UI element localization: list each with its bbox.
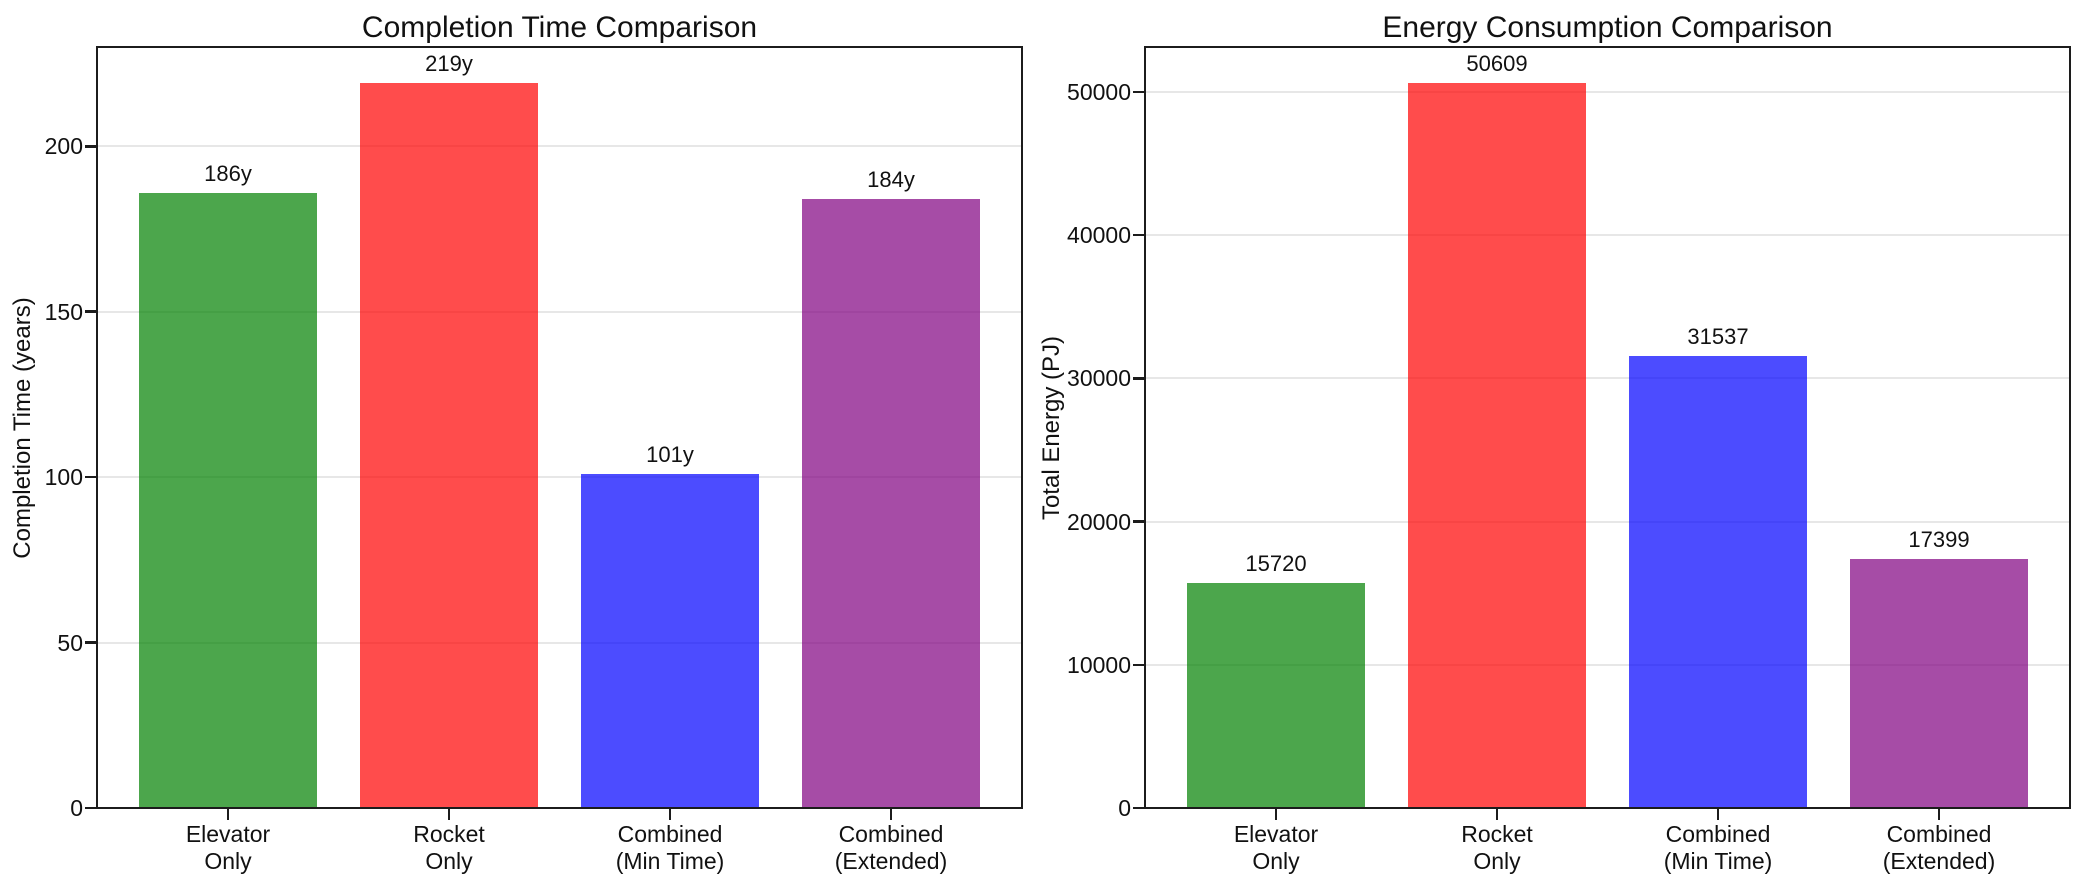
bar-rocket-only <box>1408 83 1586 808</box>
chart-title: Energy Consumption Comparison <box>1382 11 1833 44</box>
bar-value-label: 15720 <box>1245 550 1307 576</box>
bar-combined-extended- <box>1850 558 2028 808</box>
y-tick-label: 30000 <box>1067 365 1131 392</box>
y-axis-title: Completion Time (years) <box>9 296 36 559</box>
x-tick-mark <box>1937 809 1941 821</box>
y-tick-label: 50 <box>57 629 83 656</box>
y-tick-label: 150 <box>44 298 83 325</box>
x-tick-mark <box>668 809 672 821</box>
bar-value-label: 101y <box>646 441 694 467</box>
gridline <box>97 310 1022 313</box>
x-tick-label: Elevator Only <box>1233 821 1319 874</box>
chart-title: Completion Time Comparison <box>361 11 758 44</box>
gridline <box>97 476 1022 479</box>
bar-value-label: 50609 <box>1466 51 1528 77</box>
y-tick-mark <box>1132 663 1144 667</box>
y-tick-mark <box>1132 90 1144 94</box>
plot-frame <box>1143 45 2072 810</box>
y-tick-label: 0 <box>1118 795 1131 821</box>
y-tick-label: 0 <box>70 795 83 821</box>
bar-combined-extended- <box>802 199 980 808</box>
y-tick-mark <box>1132 233 1144 237</box>
y-axis-title: Total Energy (PJ) <box>1038 335 1065 520</box>
x-tick-mark <box>1716 809 1720 821</box>
y-tick-mark <box>1132 806 1144 810</box>
gridline <box>1145 90 2070 93</box>
x-tick-label: Combined (Min Time) <box>615 821 725 874</box>
y-tick-label: 40000 <box>1067 222 1131 249</box>
x-tick-label: Rocket Only <box>413 821 485 874</box>
gridline <box>1145 377 2070 380</box>
x-tick-mark <box>1495 809 1499 821</box>
plot-frame <box>95 45 1024 810</box>
x-tick-mark <box>226 809 230 821</box>
gridline <box>1145 663 2070 666</box>
bar-rocket-only <box>360 83 538 808</box>
bar-value-label: 186y <box>204 160 252 186</box>
bar-value-label: 17399 <box>1908 526 1970 552</box>
x-tick-label: Combined (Extended) <box>834 821 948 874</box>
x-tick-label: Elevator Only <box>185 821 271 874</box>
gridline <box>97 641 1022 644</box>
y-tick-label: 50000 <box>1067 78 1131 105</box>
y-tick-mark <box>1132 377 1144 380</box>
bar-combined-min-time- <box>581 473 759 808</box>
bar-elevator-only <box>139 192 317 808</box>
y-tick-label: 10000 <box>1067 651 1131 678</box>
x-tick-label: Rocket Only <box>1461 821 1533 874</box>
y-tick-label: 20000 <box>1067 508 1131 535</box>
x-tick-label: Combined (Extended) <box>1882 821 1996 874</box>
y-tick-mark <box>84 641 96 644</box>
y-tick-mark <box>84 310 96 313</box>
gridline <box>1145 520 2070 523</box>
y-tick-label: 100 <box>44 464 83 491</box>
x-tick-label: Combined (Min Time) <box>1663 821 1773 874</box>
y-tick-label: 200 <box>44 133 83 160</box>
y-tick-mark <box>84 475 96 479</box>
x-tick-mark <box>447 809 451 821</box>
y-tick-mark <box>1132 520 1144 523</box>
gridline <box>1145 234 2070 237</box>
bar-value-label: 219y <box>425 51 473 77</box>
bar-value-label: 184y <box>867 167 915 193</box>
x-tick-mark <box>1274 809 1278 821</box>
bar-value-label: 31537 <box>1687 324 1749 350</box>
y-tick-mark <box>84 145 96 148</box>
x-tick-mark <box>889 809 893 821</box>
bar-elevator-only <box>1187 582 1365 808</box>
y-tick-mark <box>84 806 96 810</box>
gridline <box>97 145 1022 148</box>
bar-combined-min-time- <box>1629 356 1807 808</box>
